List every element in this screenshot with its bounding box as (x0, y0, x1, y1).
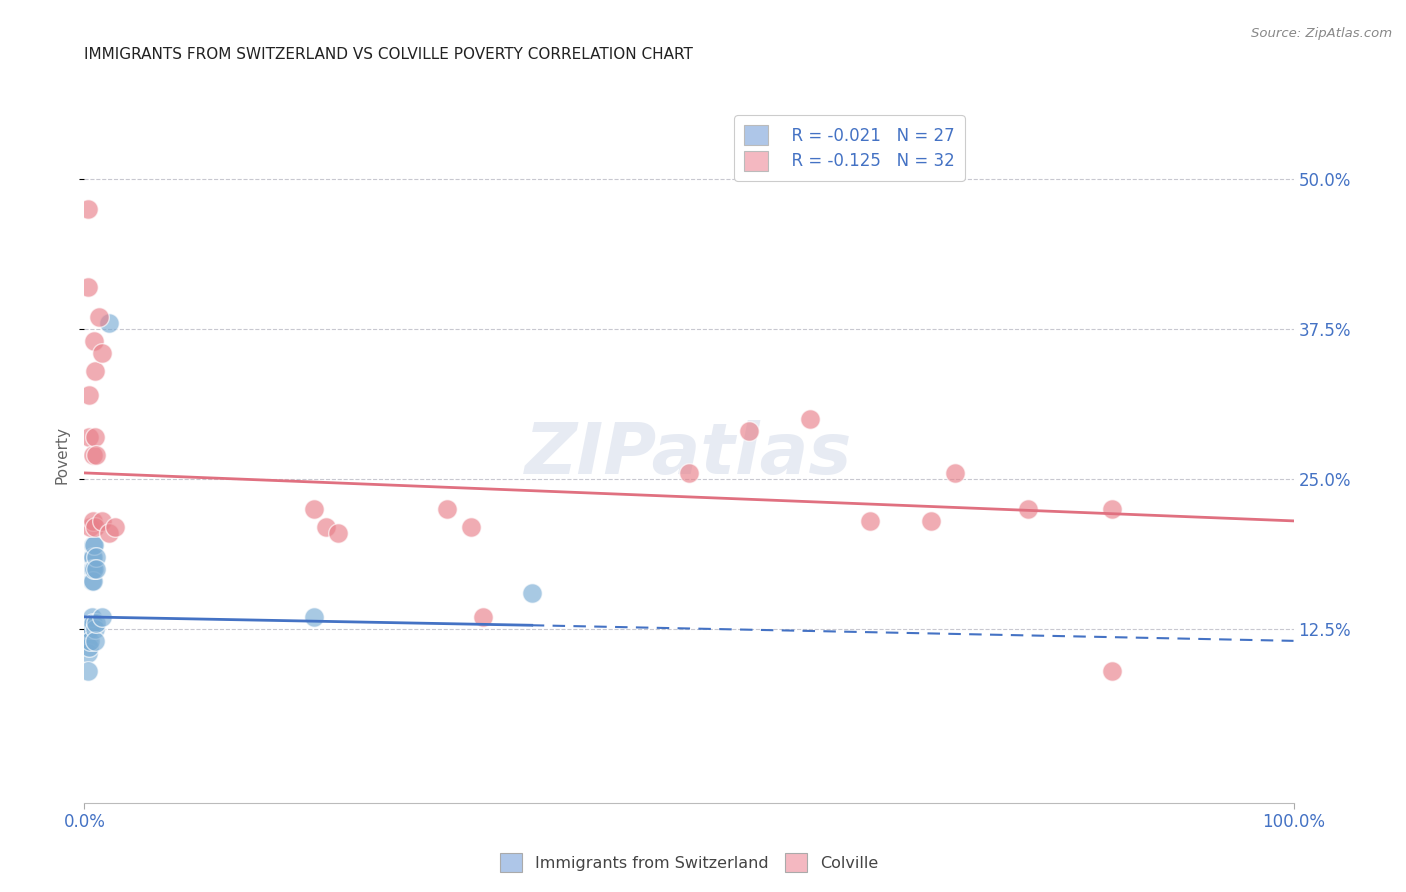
Point (86, 615, 108, 630)
Point (80, 574, 103, 588)
Legend: Immigrants from Switzerland, Colville: Immigrants from Switzerland, Colville (494, 847, 884, 879)
Point (80, 562, 103, 576)
Point (84, 622, 107, 636)
Point (91, 346, 114, 360)
Point (82, 538, 104, 552)
Point (91, 610, 114, 624)
Point (84, 364, 107, 378)
Point (82, 562, 104, 576)
Point (82, 615, 104, 630)
Point (920, 514, 942, 528)
Point (859, 514, 882, 528)
Point (80, 610, 103, 624)
Point (79, 622, 101, 636)
Point (80, 549, 103, 564)
Point (82, 514, 104, 528)
Point (83, 562, 105, 576)
Point (84, 633, 107, 648)
Point (104, 520, 127, 534)
Point (77, 622, 100, 636)
Point (302, 502, 325, 516)
Point (77, 430, 100, 444)
Point (91, 514, 114, 528)
Point (328, 525, 350, 540)
Point (77, 280, 100, 294)
Point (82, 549, 104, 564)
Point (84, 520, 107, 534)
Point (86, 549, 108, 564)
Point (82, 448, 104, 462)
Point (1017, 502, 1039, 516)
Point (83, 538, 105, 552)
Text: Source: ZipAtlas.com: Source: ZipAtlas.com (1251, 27, 1392, 40)
Point (84, 430, 107, 444)
Point (83, 334, 105, 348)
Point (97, 316, 120, 330)
Text: IMMIGRANTS FROM SWITZERLAND VS COLVILLE POVERTY CORRELATION CHART: IMMIGRANTS FROM SWITZERLAND VS COLVILLE … (84, 47, 693, 62)
Point (943, 466, 966, 480)
Point (87, 310, 110, 324)
Point (799, 412, 821, 426)
Point (472, 610, 495, 624)
Text: ZIPatlas: ZIPatlas (526, 420, 852, 490)
Point (77, 633, 100, 648)
Point (79, 520, 101, 534)
Point (302, 610, 325, 624)
Point (79, 633, 101, 648)
Point (520, 586, 543, 600)
Point (77, 202, 100, 216)
Point (86, 448, 108, 462)
Y-axis label: Poverty: Poverty (53, 425, 69, 484)
Point (460, 520, 482, 534)
Point (77, 388, 100, 402)
Point (436, 502, 458, 516)
Point (86, 562, 108, 576)
Point (77, 640, 100, 654)
Point (678, 466, 700, 480)
Point (97, 525, 120, 540)
Point (1101, 664, 1123, 678)
Point (315, 520, 337, 534)
Point (738, 424, 761, 438)
Point (77, 664, 100, 678)
Point (1101, 502, 1123, 516)
Point (77, 646, 100, 660)
Point (82, 574, 104, 588)
